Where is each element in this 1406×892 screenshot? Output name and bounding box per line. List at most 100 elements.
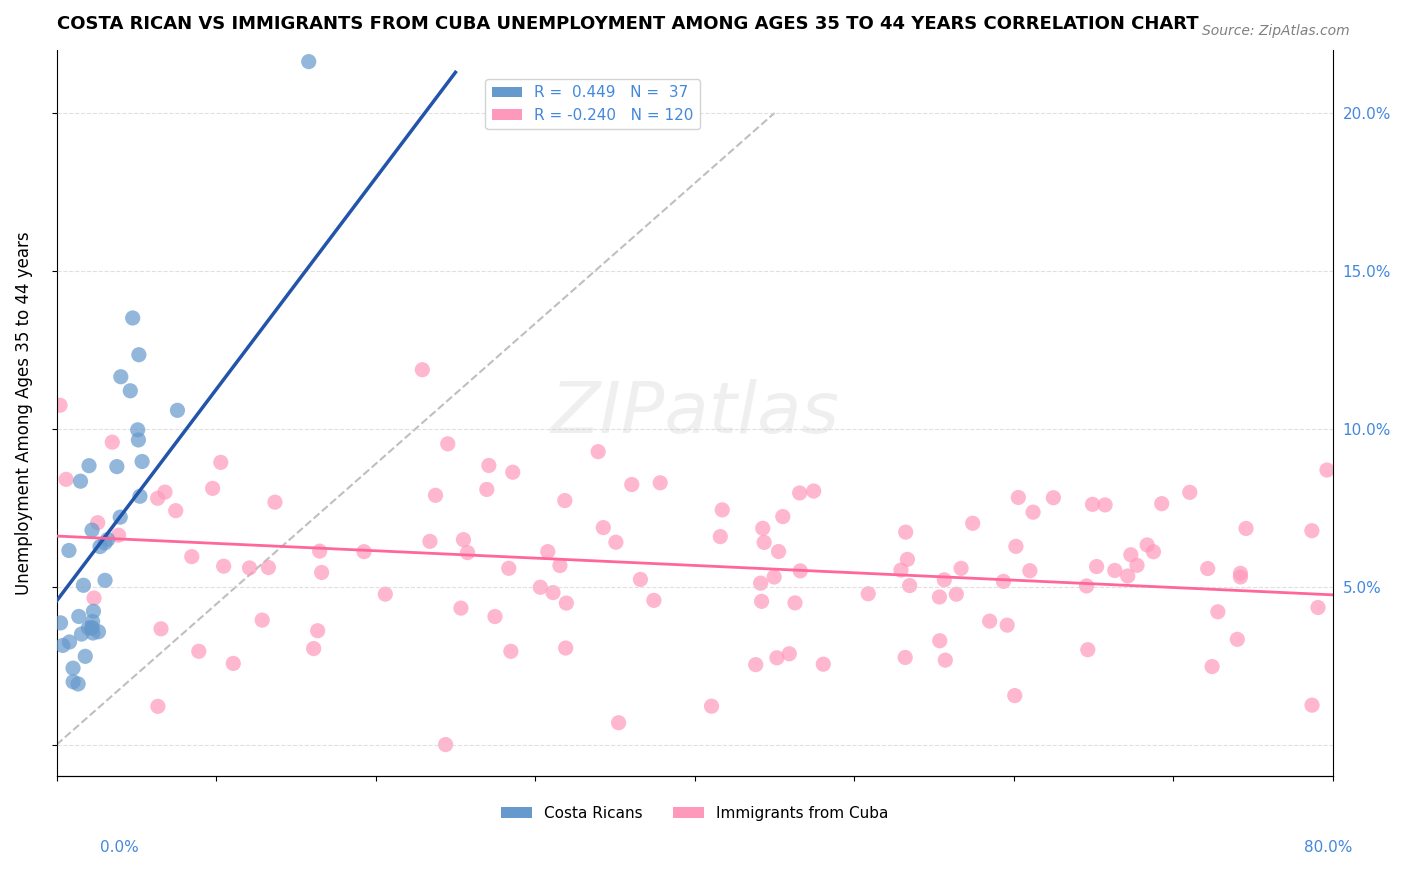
Point (72, 578, 94, 592)
Point (77, 458, 100, 473)
Point (548, 558, 571, 573)
Point (592, 520, 614, 534)
Point (979, 614, 1001, 628)
Point (77, 621, 100, 635)
Point (149, 622, 172, 636)
Point (898, 578, 921, 592)
Point (257, 560, 280, 574)
Point (803, 483, 825, 498)
Point (934, 573, 956, 587)
Point (121, 310, 143, 325)
Point (554, 493, 576, 508)
Point (962, 516, 984, 531)
Point (1229, 566, 1251, 581)
Point (763, 570, 786, 584)
Point (1076, 579, 1098, 593)
Point (166, 403, 188, 417)
Point (120, 384, 142, 398)
Point (49, 398, 72, 412)
Point (1077, 642, 1099, 657)
Point (586, 444, 609, 458)
Point (607, 715, 630, 730)
Point (1306, 600, 1329, 615)
Point (896, 552, 918, 566)
Point (49, 615, 72, 630)
Point (146, 699, 169, 714)
Point (302, 641, 325, 656)
Point (1229, 570, 1251, 584)
Point (628, 573, 651, 587)
Point (153, 485, 176, 500)
Point (434, 738, 457, 752)
Point (67, 677, 90, 691)
Point (457, 545, 479, 559)
Point (128, 348, 150, 362)
Point (308, 544, 330, 558)
Point (311, 566, 333, 580)
Point (105, 459, 128, 474)
Point (110, 510, 132, 524)
Point (751, 594, 773, 608)
Point (419, 534, 441, 549)
Point (1234, 521, 1257, 535)
Point (475, 483, 498, 497)
Point (1085, 559, 1108, 574)
Point (1004, 689, 1026, 703)
Text: ZIPatlas: ZIPatlas (550, 378, 839, 448)
Point (484, 609, 506, 624)
Point (1301, 524, 1323, 538)
Point (298, 54, 321, 69)
Point (222, 657, 245, 671)
Point (62, 661, 84, 675)
Point (97, 533, 120, 547)
Point (894, 650, 917, 665)
Point (554, 640, 576, 655)
Point (1201, 659, 1223, 673)
Point (1178, 485, 1201, 500)
Point (165, 504, 187, 518)
Point (436, 437, 458, 451)
Point (1042, 491, 1064, 505)
Point (934, 653, 956, 667)
Point (555, 596, 578, 610)
Legend: Costa Ricans, Immigrants from Cuba: Costa Ricans, Immigrants from Cuba (495, 799, 894, 827)
Text: Source: ZipAtlas.com: Source: ZipAtlas.com (1202, 24, 1350, 38)
Point (498, 561, 520, 575)
Point (744, 657, 766, 672)
Point (894, 525, 917, 540)
Point (499, 644, 522, 658)
Point (529, 580, 551, 594)
Point (813, 657, 835, 672)
Point (307, 624, 329, 638)
Point (858, 587, 880, 601)
Point (1119, 548, 1142, 562)
Point (995, 618, 1018, 632)
Point (749, 576, 772, 591)
Point (772, 509, 794, 524)
Point (783, 596, 806, 610)
Point (80, 621, 103, 635)
Point (1104, 564, 1126, 578)
Point (537, 544, 560, 558)
Point (751, 521, 773, 535)
Point (80, 621, 103, 635)
Point (82, 604, 104, 618)
Point (502, 465, 524, 479)
Point (87, 624, 110, 639)
Point (89, 540, 111, 554)
Point (1206, 605, 1229, 619)
Point (107, 528, 129, 542)
Point (75, 649, 97, 664)
Point (1116, 569, 1139, 583)
Point (605, 535, 627, 549)
Point (52, 639, 75, 653)
Point (58, 543, 80, 558)
Point (238, 561, 260, 575)
Point (478, 458, 501, 473)
Point (650, 475, 672, 490)
Point (201, 482, 224, 496)
Point (1150, 497, 1173, 511)
Point (789, 486, 811, 500)
Point (127, 433, 149, 447)
Point (1081, 497, 1104, 511)
